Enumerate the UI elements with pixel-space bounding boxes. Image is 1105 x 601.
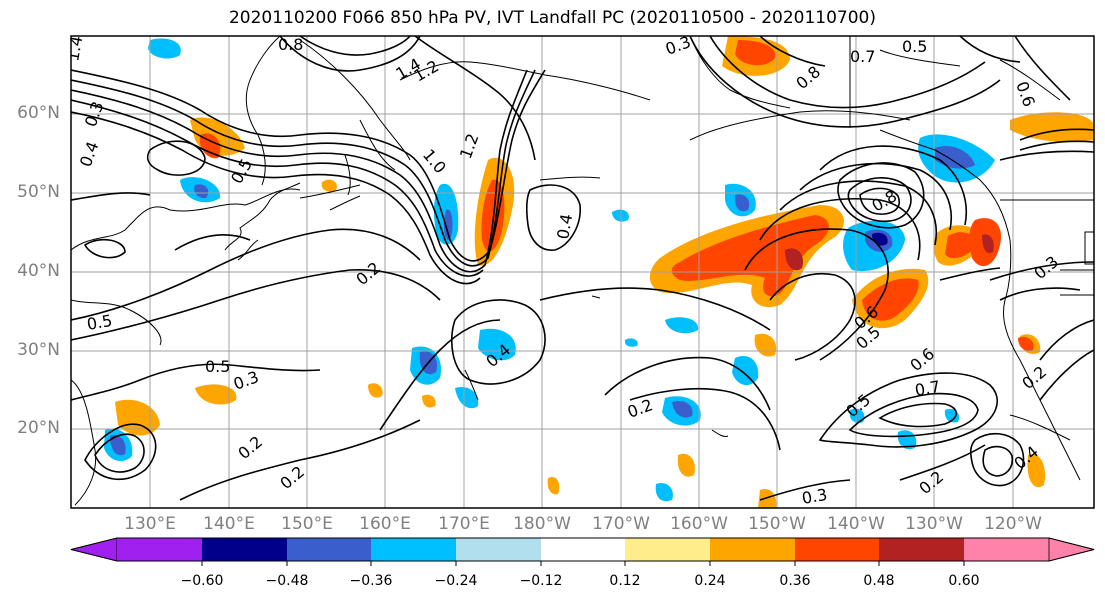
colorbar-tick-label: −0.60	[180, 573, 224, 589]
colorbar-tick-label: 0.24	[694, 573, 726, 589]
colorbar-ticks	[201, 561, 965, 566]
colorbar-tick-label: −0.36	[349, 573, 393, 589]
lon-label-140e: 140°E	[203, 514, 255, 534]
contour-label: 0.5	[85, 311, 113, 334]
lon-label-160e: 160°E	[359, 514, 411, 534]
lon-label-150e: 150°E	[281, 514, 333, 534]
colorbar-bin	[625, 538, 710, 561]
colorbar-bin	[287, 538, 371, 561]
lon-label-130w: 130°W	[905, 514, 963, 534]
lon-label-170w: 170°W	[592, 514, 650, 534]
lat-label-20n: 20°N	[17, 418, 60, 438]
lat-label-60n: 60°N	[17, 103, 60, 123]
colorbar-min-extension	[70, 537, 118, 562]
colorbar-outline	[70, 537, 1095, 562]
lon-label-180w: 180°W	[513, 514, 571, 534]
colorbar-max-extension	[1048, 537, 1095, 562]
colorbar-bin	[371, 538, 456, 561]
contour-label: 0.5	[205, 357, 230, 376]
lon-label-120w: 120°W	[984, 514, 1042, 534]
lat-label-50n: 50°N	[17, 182, 60, 202]
map-frame	[70, 35, 1095, 509]
lon-label-170e: 170°E	[438, 514, 490, 534]
colorbar-bin	[879, 538, 964, 561]
colorbar-bin	[964, 538, 1049, 561]
contour-label: 1.4	[63, 34, 86, 62]
colorbar-bin	[795, 538, 879, 561]
contour-label: 0.3	[800, 485, 828, 508]
lon-label-160w: 160°W	[670, 514, 728, 534]
contour-label: 0.7	[850, 47, 875, 66]
contour-label: 0.7	[913, 377, 941, 400]
contour-label: 0.5	[902, 37, 927, 56]
colorbar	[70, 537, 1095, 566]
contour-label: 0.4	[553, 212, 576, 240]
colorbar-bin	[456, 538, 541, 561]
colorbar-tick-label: −0.24	[434, 573, 478, 589]
colorbar-tick-label: −0.12	[519, 573, 563, 589]
contour-labels: 1.4 0.8 1.4 1.2 0.3 0.5 0.7 0.6 0.8 0.4 …	[63, 34, 1062, 508]
colorbar-tick-label: 0.48	[863, 573, 895, 589]
chart-title: 2020110200 F066 850 hPa PV, IVT Landfall…	[228, 8, 876, 28]
colorbar-tick-label: 0.12	[609, 573, 641, 589]
lon-label-130e: 130°E	[124, 514, 176, 534]
colorbar-tick-label: −0.48	[265, 573, 309, 589]
colorbar-tick-label: 0.36	[779, 573, 811, 589]
colorbar-bin	[710, 538, 795, 561]
contour-label: 0.8	[278, 35, 303, 54]
lat-label-40n: 40°N	[17, 261, 60, 281]
lon-label-140w: 140°W	[827, 514, 885, 534]
colorbar-bin	[541, 538, 625, 561]
colorbar-bin	[202, 538, 287, 561]
pv-contours	[71, 36, 1094, 501]
coastlines	[71, 36, 1094, 506]
colorbar-tick-label: 0.60	[948, 573, 980, 589]
lon-label-150w: 150°W	[748, 514, 806, 534]
colorbar-bin	[117, 538, 202, 561]
lat-label-30n: 30°N	[17, 340, 60, 360]
